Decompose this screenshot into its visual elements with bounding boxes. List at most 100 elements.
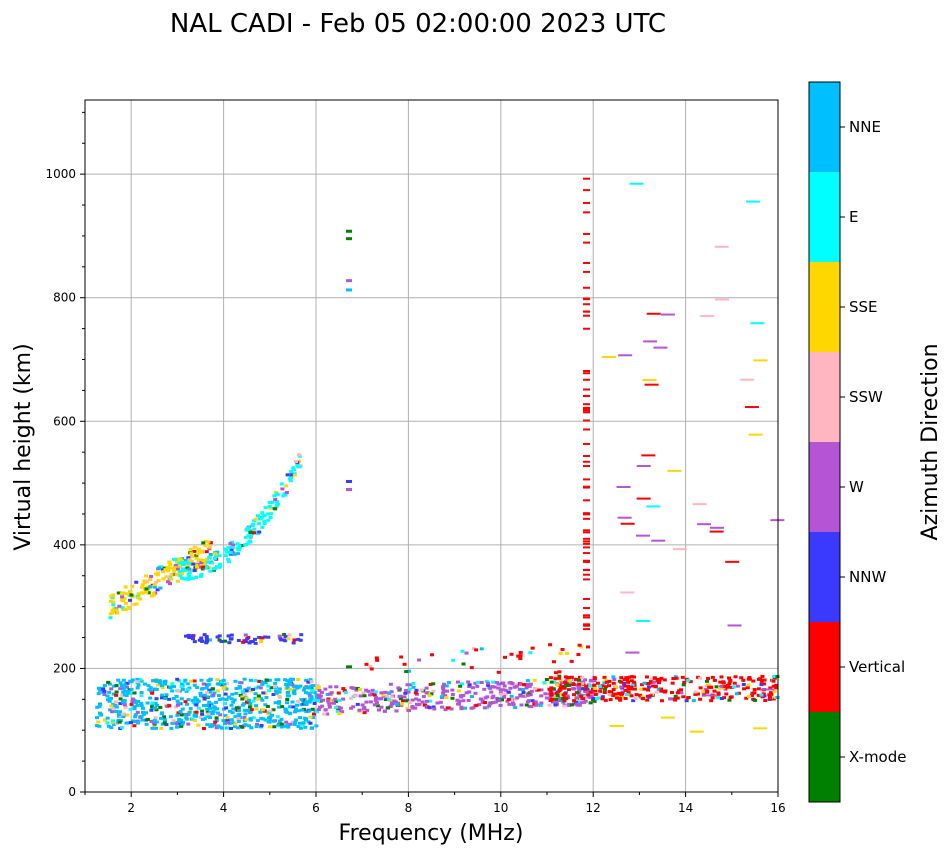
es-high-point bbox=[756, 693, 761, 697]
e-layer-point bbox=[220, 697, 225, 701]
es-band-point bbox=[441, 682, 446, 686]
colorbar-segment bbox=[809, 712, 840, 802]
e-layer-point bbox=[206, 714, 211, 718]
e-layer-point bbox=[134, 701, 139, 705]
es-high-point bbox=[673, 698, 678, 702]
e-layer-point bbox=[154, 708, 159, 712]
es-high-point bbox=[565, 694, 570, 698]
mid-band-point bbox=[204, 637, 209, 641]
e-layer-point bbox=[277, 700, 282, 704]
f-upper-point bbox=[246, 526, 251, 530]
e-layer-point bbox=[292, 722, 297, 726]
es-band-point bbox=[335, 709, 340, 713]
e-layer-point bbox=[196, 723, 201, 727]
e-layer-point bbox=[122, 689, 127, 693]
es-high-point bbox=[548, 676, 553, 680]
es-band-point bbox=[388, 682, 393, 686]
e-layer-point bbox=[148, 696, 153, 700]
es-high-point bbox=[723, 687, 728, 691]
es-band-point bbox=[559, 681, 564, 685]
e-layer-point bbox=[277, 690, 282, 694]
es-high-point bbox=[574, 677, 579, 681]
mid-band-point bbox=[243, 633, 248, 637]
es-band-point bbox=[336, 705, 341, 709]
e-layer-point bbox=[160, 693, 165, 697]
e-layer-point bbox=[121, 715, 126, 719]
column-point bbox=[583, 241, 591, 244]
es-band-point bbox=[381, 693, 386, 697]
f-trace-point bbox=[120, 597, 125, 601]
es-high-point bbox=[709, 685, 714, 689]
es-high-point bbox=[612, 677, 617, 681]
es-band-point bbox=[375, 704, 380, 708]
es-high-point bbox=[767, 695, 772, 699]
es-band-point bbox=[459, 707, 464, 711]
f-upper-point bbox=[224, 547, 229, 551]
f-trace-point bbox=[204, 550, 209, 554]
e-layer-point bbox=[218, 713, 223, 717]
es-band-point bbox=[483, 696, 488, 700]
e-layer-point bbox=[248, 702, 253, 706]
e-layer-point bbox=[153, 701, 158, 705]
scatter-point bbox=[585, 645, 590, 649]
es-band-point bbox=[538, 703, 543, 707]
f-trace-point bbox=[197, 565, 202, 569]
es-band-point bbox=[327, 705, 332, 709]
es-band-point bbox=[490, 696, 495, 700]
e-layer-point bbox=[314, 724, 319, 728]
es-high-point bbox=[731, 685, 736, 689]
es-high-point bbox=[608, 698, 613, 702]
e-layer-point bbox=[273, 701, 278, 705]
dash-point bbox=[644, 383, 659, 386]
mid-band-point bbox=[266, 635, 271, 639]
e-layer-point bbox=[210, 687, 215, 691]
f-upper-point bbox=[270, 500, 275, 504]
dash-point bbox=[689, 730, 704, 733]
es-high-point bbox=[555, 693, 560, 697]
es-high-point bbox=[684, 699, 689, 703]
e-layer-point bbox=[224, 706, 229, 710]
f-trace-point bbox=[123, 607, 128, 611]
e-layer-point bbox=[237, 712, 242, 716]
e-layer-point bbox=[158, 705, 163, 709]
e-layer-point bbox=[263, 703, 268, 707]
f-trace-point bbox=[161, 570, 166, 574]
es-band-point bbox=[444, 696, 449, 700]
dash-point bbox=[636, 465, 651, 468]
mid-band-point bbox=[200, 639, 205, 643]
es-band-point bbox=[340, 710, 345, 714]
mid-band-point bbox=[184, 634, 189, 638]
es-band-point bbox=[458, 684, 463, 688]
f-trace-point bbox=[167, 560, 172, 564]
column-point bbox=[583, 394, 591, 397]
f-trace-point bbox=[168, 566, 173, 570]
f-trace-point bbox=[142, 579, 147, 583]
es-band-point bbox=[424, 686, 429, 690]
es-high-point bbox=[688, 680, 693, 684]
e-layer-point bbox=[287, 682, 292, 686]
e-layer-point bbox=[105, 716, 110, 720]
dash-point bbox=[636, 497, 651, 500]
e-layer-point bbox=[106, 680, 111, 684]
e-layer-point bbox=[175, 713, 180, 717]
mid-band-point bbox=[204, 641, 209, 645]
dash-point bbox=[636, 534, 651, 537]
es-band-point bbox=[473, 681, 478, 685]
e-layer-point bbox=[299, 726, 304, 730]
f-trace-point bbox=[121, 599, 126, 603]
f-upper-point bbox=[186, 561, 191, 565]
e-layer-point bbox=[97, 705, 102, 709]
e-layer-point bbox=[184, 689, 189, 693]
e-layer-point bbox=[246, 686, 251, 690]
es-band-point bbox=[427, 694, 432, 698]
mid-band-point bbox=[199, 636, 204, 640]
e-layer-point bbox=[297, 721, 302, 725]
dash-point bbox=[770, 519, 785, 522]
e-layer-point bbox=[200, 709, 205, 713]
e-layer-point bbox=[194, 710, 199, 714]
es-high-point bbox=[744, 696, 749, 700]
f-trace-point bbox=[149, 594, 154, 598]
es-band-point bbox=[585, 687, 590, 691]
e-layer-point bbox=[144, 722, 149, 726]
e-layer-point bbox=[118, 710, 123, 714]
